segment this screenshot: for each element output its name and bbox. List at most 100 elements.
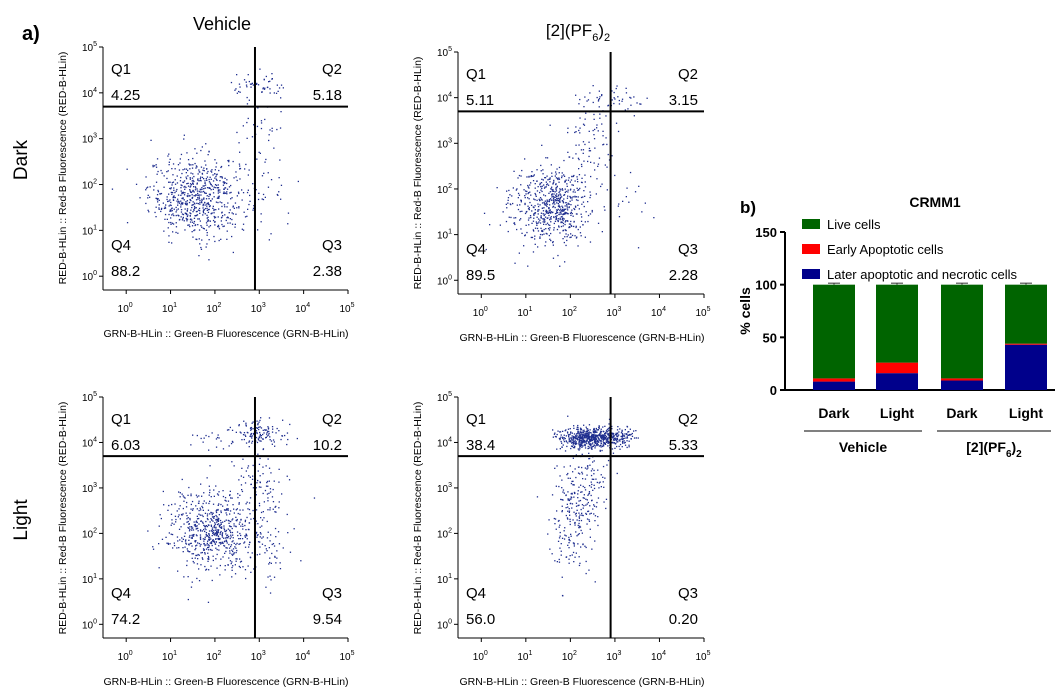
data-point [216,187,218,189]
data-point [595,438,597,440]
data-point [248,446,250,448]
data-point [169,158,171,160]
data-point [577,157,580,159]
data-point [529,191,531,193]
data-point [208,187,210,189]
data-point [567,189,569,191]
data-point [588,141,590,143]
data-point [201,226,203,228]
data-point [189,186,191,188]
data-point [621,439,624,441]
y-tick-label: 104 [437,92,452,105]
data-point [604,164,606,166]
data-point [175,222,177,224]
data-point [539,204,541,206]
data-point [250,434,252,436]
data-point [202,227,204,229]
data-point [567,434,570,436]
data-point [568,562,570,564]
data-point [199,534,202,536]
data-point [550,239,552,242]
data-point [591,433,593,436]
data-point [207,170,209,173]
data-point [580,439,582,441]
data-point [576,178,579,180]
data-point [240,560,243,562]
data-point [195,167,197,169]
data-point [204,184,207,186]
data-point [583,429,585,431]
data-point [597,130,599,132]
tick-exponent: 5 [351,302,355,309]
bar-segment [813,378,855,382]
data-point [265,465,267,467]
data-point [543,218,545,220]
data-point [583,433,585,435]
data-point [528,224,530,226]
data-point [617,205,619,207]
data-point [203,198,205,200]
data-point [198,568,200,570]
data-point [548,234,550,237]
data-point [595,431,597,434]
panel-b-label: b) [740,198,756,217]
data-point [239,178,241,180]
data-point [581,532,583,534]
data-point [193,175,195,178]
data-point [584,221,586,223]
data-point [167,227,169,229]
data-point [591,446,593,449]
data-point [196,563,199,565]
data-point [560,194,562,196]
data-point [170,191,172,194]
data-point [524,234,526,236]
data-point [211,212,213,214]
data-point [263,172,265,174]
data-point [578,168,580,170]
data-point [587,436,590,438]
data-point [264,87,266,89]
data-point [581,203,583,205]
data-point [586,100,588,102]
data-point [536,169,538,171]
data-point [269,92,271,94]
data-point [594,438,596,440]
data-point [559,211,561,213]
data-point [570,431,572,433]
data-point [607,440,609,443]
data-point [587,429,589,432]
data-point [193,209,195,211]
data-point [589,439,591,441]
data-point [252,475,254,477]
data-point [584,441,586,443]
data-point [176,510,178,512]
data-point [561,218,563,221]
data-point [548,192,550,194]
tick-base: 10 [82,43,94,54]
data-point [173,208,175,210]
data-point [603,445,605,447]
data-point [569,555,571,557]
data-point [547,184,550,186]
data-point [591,478,593,480]
data-point [588,493,590,495]
data-point [213,186,215,188]
data-point [595,193,597,195]
data-point [242,528,244,530]
data-point [199,201,201,204]
data-point [281,435,284,437]
data-point [586,436,588,438]
data-point [572,439,574,441]
data-point [201,146,203,148]
data-point [260,511,263,514]
data-point [546,201,548,203]
data-point [598,482,600,484]
data-point [549,191,551,193]
data-point [538,221,540,223]
data-point [203,191,206,194]
data-point [189,198,191,201]
data-point [251,435,254,437]
data-point [157,170,159,173]
data-point [530,194,532,196]
data-point [214,543,216,545]
